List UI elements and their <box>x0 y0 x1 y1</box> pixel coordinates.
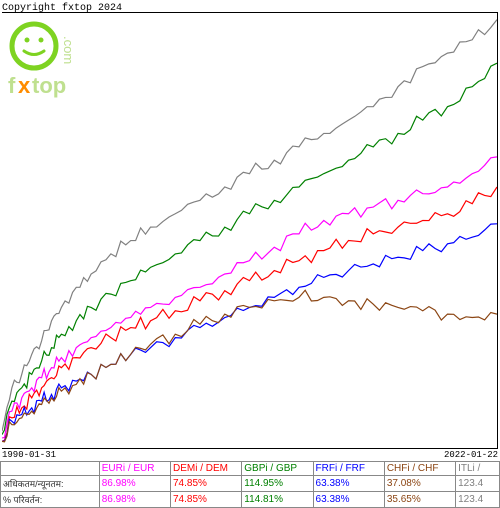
series-itl <box>2 20 497 432</box>
table-cell: 86.98% <box>99 476 170 492</box>
table-cell: CHFi / CHF <box>384 462 455 476</box>
series-gbp <box>2 63 497 434</box>
row-label <box>1 462 100 476</box>
table-cell: DEMi / DEM <box>170 462 241 476</box>
table-cell: 74.85% <box>170 476 241 492</box>
series-eur <box>2 157 497 438</box>
table-cell: GBPi / GBP <box>242 462 313 476</box>
table-cell: 123.4 <box>456 476 500 492</box>
chart-area <box>2 12 498 449</box>
table-row: अधिकतम/न्यूनतम:86.98%74.85%114.95%63.38%… <box>1 476 500 492</box>
row-label: अधिकतम/न्यूनतम: <box>1 476 100 492</box>
line-chart <box>2 13 497 448</box>
x-axis-start: 1990-01-31 <box>2 450 56 460</box>
legend-table: EURi / EURDEMi / DEMGBPi / GBPFRFi / FRF… <box>0 461 500 508</box>
table-cell: FRFi / FRF <box>313 462 384 476</box>
series-dem <box>2 187 497 441</box>
table-cell: EURi / EUR <box>99 462 170 476</box>
series-chf <box>2 290 497 442</box>
table-cell: ITLi / <box>456 462 500 476</box>
table-row: EURi / EURDEMi / DEMGBPi / GBPFRFi / FRF… <box>1 462 500 476</box>
x-axis-end: 2022-01-22 <box>444 450 498 460</box>
table-cell: 114.95% <box>242 476 313 492</box>
table-cell: 63.38% <box>313 476 384 492</box>
series-frf <box>2 224 497 441</box>
table-cell: 37.08% <box>384 476 455 492</box>
